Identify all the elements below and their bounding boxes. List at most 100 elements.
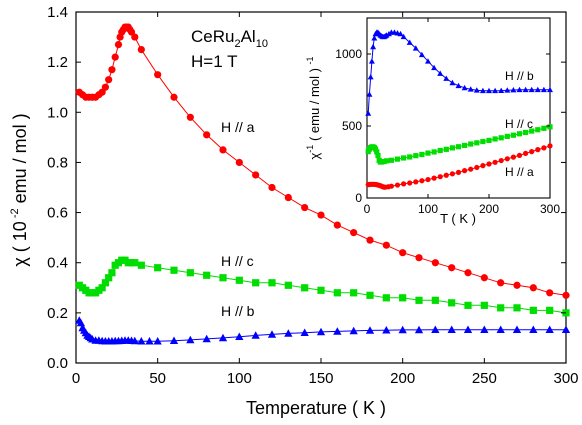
point-h-b bbox=[382, 326, 391, 334]
main-series-markers bbox=[75, 23, 571, 345]
inset-point-h-c bbox=[401, 155, 407, 161]
point-h-a bbox=[101, 83, 109, 91]
inset-point-h-b bbox=[504, 87, 511, 93]
point-h-a bbox=[114, 40, 123, 49]
y-tick-label: 0.6 bbox=[47, 205, 68, 222]
inset-point-h-b bbox=[425, 58, 431, 64]
x-tick-label: 200 bbox=[390, 370, 415, 387]
inset-point-h-a bbox=[394, 182, 401, 188]
point-h-b bbox=[235, 332, 244, 340]
inset-point-h-b bbox=[492, 87, 499, 94]
point-h-c bbox=[154, 264, 162, 272]
point-h-c bbox=[513, 304, 521, 312]
inset-annotation-h-b: H // b bbox=[505, 69, 534, 83]
inset-point-h-b bbox=[510, 87, 517, 93]
inset-point-h-c bbox=[383, 158, 390, 164]
y-tick-label: 1.0 bbox=[47, 104, 68, 121]
point-h-c bbox=[415, 296, 423, 304]
point-h-c bbox=[546, 306, 554, 314]
inset-point-h-b bbox=[455, 82, 462, 89]
point-h-c bbox=[105, 274, 113, 282]
inset-point-h-a bbox=[431, 175, 437, 181]
inset-point-h-c bbox=[372, 146, 379, 152]
inset-x-tick-label: 100 bbox=[418, 202, 438, 216]
inset-point-h-b bbox=[498, 87, 505, 93]
inset-point-h-c bbox=[492, 136, 498, 142]
inset-point-h-a bbox=[541, 145, 547, 151]
point-h-b bbox=[137, 337, 146, 345]
inset-point-h-b bbox=[534, 86, 541, 93]
point-h-b bbox=[480, 325, 489, 333]
y-tick-label: 0.8 bbox=[47, 154, 68, 171]
inset-point-h-a bbox=[419, 178, 425, 184]
point-h-c bbox=[235, 276, 243, 284]
x-tick-label: 300 bbox=[553, 370, 578, 387]
point-h-b bbox=[414, 325, 424, 334]
inset-point-h-a bbox=[486, 161, 492, 167]
inset-point-h-a bbox=[443, 172, 449, 178]
point-h-c bbox=[366, 291, 374, 299]
point-h-c bbox=[301, 284, 309, 292]
point-h-a bbox=[235, 158, 243, 167]
inset-point-h-a bbox=[523, 150, 529, 156]
point-h-c bbox=[170, 266, 178, 274]
point-h-c bbox=[131, 259, 139, 267]
inset-point-h-a bbox=[498, 157, 504, 164]
point-h-b bbox=[365, 326, 375, 334]
inset-point-h-a bbox=[462, 168, 468, 174]
inset-point-h-b bbox=[461, 84, 468, 91]
inset-point-h-a bbox=[547, 143, 553, 149]
inset-point-h-b bbox=[522, 86, 529, 93]
inset-point-h-b bbox=[449, 79, 456, 86]
inset-point-h-c bbox=[431, 149, 437, 155]
inset-point-h-a bbox=[388, 183, 394, 189]
point-h-a bbox=[186, 113, 194, 121]
inset-point-h-c bbox=[449, 145, 455, 151]
inset-point-h-a bbox=[425, 176, 431, 183]
inset-point-h-a bbox=[529, 149, 535, 155]
inset-point-h-b bbox=[467, 86, 474, 92]
inset-point-h-b bbox=[371, 35, 378, 41]
point-h-c bbox=[284, 281, 292, 289]
inset-point-h-c bbox=[541, 125, 547, 131]
point-h-a bbox=[252, 171, 260, 179]
inset-x-tick-label: 200 bbox=[479, 202, 499, 216]
y-tick-label: 1.2 bbox=[47, 54, 68, 71]
inset-point-h-c bbox=[547, 124, 553, 130]
point-h-b bbox=[76, 318, 86, 327]
inset-point-h-b bbox=[479, 87, 486, 94]
point-h-b bbox=[130, 336, 139, 345]
inset-point-h-b bbox=[486, 87, 492, 94]
inset-point-h-c bbox=[413, 153, 419, 159]
x-tick-label: 50 bbox=[149, 370, 166, 387]
inset-x-axis-label: T ( K ) bbox=[440, 211, 476, 226]
x-axis-label: Temperature ( K ) bbox=[246, 398, 386, 418]
inset-point-h-c bbox=[455, 144, 462, 150]
y-tick-label: 0.2 bbox=[47, 305, 68, 322]
y-tick-label: 0.0 bbox=[47, 355, 68, 372]
point-h-b bbox=[218, 333, 228, 342]
point-h-b bbox=[153, 337, 162, 345]
inset-axis-ticks: 0 100 200 300 0 500 1000 bbox=[335, 18, 560, 216]
inset-point-h-c bbox=[498, 135, 504, 141]
point-h-c bbox=[529, 306, 537, 314]
point-h-b bbox=[398, 325, 407, 334]
inset-point-h-c bbox=[419, 151, 425, 158]
inset-point-h-b bbox=[368, 58, 375, 64]
inset-point-h-c bbox=[425, 150, 431, 156]
point-h-b bbox=[186, 335, 195, 344]
inset-point-h-b bbox=[412, 45, 419, 51]
inset-point-h-c bbox=[510, 132, 516, 138]
inset-point-h-a bbox=[535, 147, 541, 153]
point-h-b bbox=[333, 327, 342, 335]
inset-point-h-c bbox=[394, 156, 401, 162]
inset-point-h-b bbox=[400, 33, 407, 40]
inset-point-h-a bbox=[510, 154, 516, 160]
point-h-a bbox=[399, 249, 407, 257]
point-h-a bbox=[131, 33, 139, 41]
inset-point-h-a bbox=[516, 152, 523, 158]
inset-point-h-b bbox=[547, 86, 553, 93]
point-h-c bbox=[399, 294, 407, 302]
inset-point-h-b bbox=[367, 74, 374, 80]
inset-point-h-c bbox=[480, 138, 486, 145]
